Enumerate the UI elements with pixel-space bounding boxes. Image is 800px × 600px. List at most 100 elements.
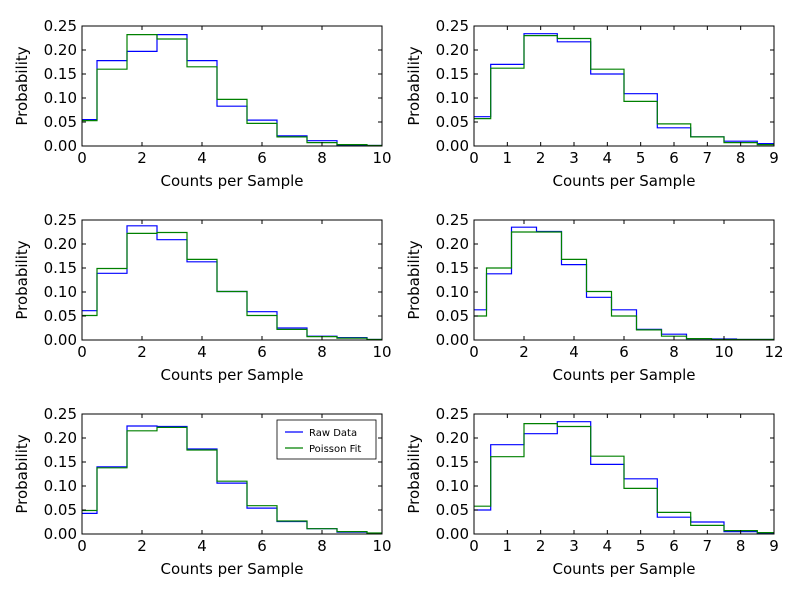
series-poisson-fit-line [474,423,774,534]
y-tick-label: 0.15 [436,65,469,83]
x-tick-label: 2 [137,343,147,361]
x-axis-label: Counts per Sample [160,172,303,190]
x-tick-label: 4 [197,343,207,361]
subplot-2: 0 1 2 3 4 5 6 7 8 9 0.00 0.05 0.10 0.15 0.20 0.25 Counts… [405,17,779,190]
x-tick-label: 2 [536,537,546,555]
y-tick-label: 0.10 [436,477,469,495]
y-tick-label: 0.20 [436,429,469,447]
legend-label-raw-data: Raw Data [309,428,357,439]
x-axis-label: Counts per Sample [552,366,695,384]
legend-box [276,419,377,460]
x-tick-label: 10 [372,343,391,361]
x-tick-label: 8 [736,149,746,167]
y-tick-label: 0.20 [44,235,77,253]
x-tick-label: 2 [137,537,147,555]
x-tick-label: 2 [137,149,147,167]
y-tick-label: 0.05 [44,501,77,519]
y-tick-label: 0.00 [436,137,469,155]
subplot-5: 0 2 4 6 8 10 0.00 0.05 0.10 0.15 0.20 0.25 Counts pe… [13,405,392,578]
y-axis-label: Probability [13,46,31,125]
x-tick-label: 1 [503,149,513,167]
axes-frame [473,25,775,147]
legend-label-poisson-fit: Poisson Fit [309,444,361,455]
y-tick-label: 0.20 [436,235,469,253]
x-tick-label: 4 [603,537,613,555]
y-tick-label: 0.05 [436,113,469,131]
x-tick-label: 4 [569,343,579,361]
axes-frame [81,413,383,535]
x-tick-label: 0 [77,537,87,555]
x-tick-label: 0 [469,537,479,555]
y-tick-label: 0.25 [44,211,77,229]
x-tick-label: 5 [636,149,646,167]
x-tick-label: 7 [703,149,713,167]
y-tick-label: 0.00 [44,137,77,155]
x-tick-label: 10 [714,343,733,361]
series-poisson-fit-line [82,231,382,341]
x-tick-label: 8 [317,149,327,167]
subplot-6: 0 1 2 3 4 5 6 7 8 9 0.00 0.05 0.10 0.15 0.20 0.25 Counts… [405,405,779,578]
x-tick-label: 3 [569,537,579,555]
x-axis-label: Counts per Sample [160,366,303,384]
y-axis-label: Probability [405,434,423,513]
y-tick-label: 0.10 [436,283,469,301]
y-tick-label: 0.20 [44,41,77,59]
x-tick-label: 9 [769,537,779,555]
y-tick-label: 0.05 [436,501,469,519]
y-tick-label: 0.20 [44,429,77,447]
x-axis-label: Counts per Sample [552,560,695,578]
x-tick-label: 0 [77,149,87,167]
y-axis-label: Probability [405,46,423,125]
y-tick-label: 0.05 [44,307,77,325]
x-tick-label: 10 [372,149,391,167]
x-tick-label: 9 [769,149,779,167]
x-tick-label: 6 [669,537,679,555]
x-tick-label: 4 [197,537,207,555]
y-tick-label: 0.10 [44,89,77,107]
x-tick-label: 5 [636,537,646,555]
y-tick-label: 0.10 [44,477,77,495]
x-tick-label: 1 [503,537,513,555]
subplot-3: 0 2 4 6 8 10 0.00 0.05 0.10 0.15 0.20 0.25 Counts pe… [13,211,392,384]
series-poisson-fit-line [82,426,382,534]
y-tick-label: 0.25 [44,17,77,35]
x-tick-label: 6 [257,537,267,555]
y-tick-label: 0.10 [436,89,469,107]
x-tick-label: 4 [197,149,207,167]
x-tick-label: 4 [603,149,613,167]
y-tick-label: 0.00 [436,525,469,543]
y-tick-label: 0.10 [44,283,77,301]
y-axis-label: Probability [13,434,31,513]
x-tick-label: 6 [619,343,629,361]
subplot-1: 0 2 4 6 8 10 0.00 0.05 0.10 0.15 0.20 0.25 Counts pe… [13,17,392,190]
y-tick-label: 0.20 [436,41,469,59]
series-poisson-fit-line [82,34,382,147]
y-tick-label: 0.25 [436,405,469,423]
x-axis-label: Counts per Sample [552,172,695,190]
y-axis-label: Probability [13,240,31,319]
axes-frame [473,413,775,535]
y-tick-label: 0.05 [436,307,469,325]
x-tick-label: 3 [569,149,579,167]
series-poisson-fit-line [474,35,774,146]
x-tick-label: 0 [77,343,87,361]
y-tick-label: 0.15 [44,65,77,83]
y-tick-label: 0.15 [436,259,469,277]
y-tick-label: 0.15 [436,453,469,471]
x-axis-label: Counts per Sample [160,560,303,578]
x-tick-label: 0 [469,343,479,361]
y-tick-label: 0.00 [436,331,469,349]
y-tick-label: 0.15 [44,259,77,277]
y-axis-label: Probability [405,240,423,319]
x-tick-label: 6 [257,343,267,361]
y-tick-label: 0.00 [44,331,77,349]
x-tick-label: 12 [764,343,783,361]
y-tick-label: 0.00 [44,525,77,543]
x-tick-label: 6 [257,149,267,167]
x-tick-label: 2 [536,149,546,167]
x-tick-label: 8 [669,343,679,361]
series-poisson-fit-line [474,231,774,341]
